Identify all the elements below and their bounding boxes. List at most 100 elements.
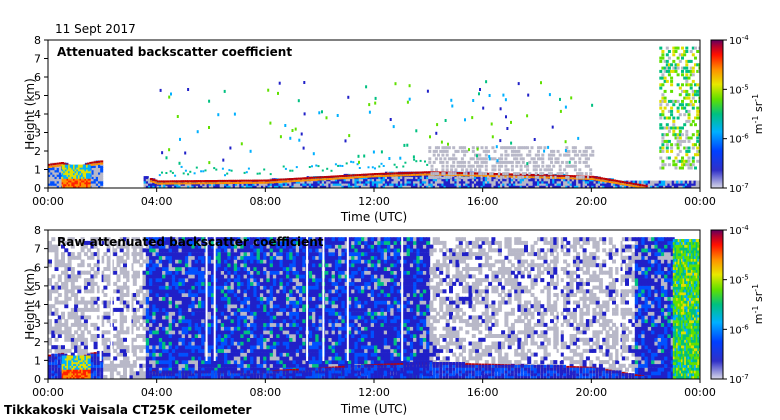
heatmap-cell [217,348,222,353]
heatmap-cell [152,274,157,279]
heatmap-cell [119,289,124,294]
heatmap-cell [230,169,233,172]
heatmap-cell [543,146,547,150]
heatmap-cell [685,119,689,123]
heatmap-cell [54,165,58,168]
heatmap-cell [178,270,183,275]
heatmap-cell [48,178,51,182]
heatmap-cell [582,185,586,188]
heatmap-cell [404,182,408,186]
heatmap-cell [152,319,157,324]
heatmap-cell [517,149,521,153]
heatmap-cell [51,330,56,335]
heatmap-cell [584,146,588,150]
heatmap-cell [687,182,690,186]
heatmap-cell [74,337,79,342]
heatmap-cell [98,185,101,188]
heatmap-cell [506,178,510,182]
heatmap-cell [103,304,108,309]
heatmap-cell [424,182,427,186]
heatmap-cell [198,293,202,297]
heatmap-cell [207,289,212,294]
heatmap-cell [132,255,137,260]
heatmap-cell [681,66,684,70]
heatmap-cell [491,180,495,184]
heatmap-cell [458,172,462,174]
heatmap-cell [187,182,191,185]
heatmap-cell [580,172,584,176]
heatmap-cell [217,315,222,320]
heatmap-cell [67,240,72,245]
heatmap-cell [500,178,504,182]
heatmap-cell [387,178,390,182]
heatmap-cell [430,168,434,172]
heatmap-cell [689,180,693,184]
heatmap-cell [161,182,164,185]
heatmap-cell [83,252,88,257]
heatmap-cell [168,367,173,372]
heatmap-cell [395,185,399,188]
heatmap-cell [674,136,678,140]
heatmap-cell [194,289,199,294]
heatmap-cell [519,175,523,179]
heatmap-cell [165,182,169,185]
heatmap-cell [149,300,154,305]
heatmap-cell [619,180,623,183]
heatmap-cell [434,175,438,179]
heatmap-cell [90,296,95,301]
heatmap-cell [517,175,521,179]
heatmap-cell [415,171,419,174]
heatmap-cell [371,182,375,186]
heatmap-cell [98,178,101,182]
heatmap-cell [480,175,484,179]
heatmap-cell [224,259,228,264]
heatmap-cell [504,164,508,168]
heatmap-cell [182,180,186,183]
heatmap-cell [645,185,649,188]
heatmap-cell [421,178,425,182]
heatmap-cell [214,376,218,379]
heatmap-cell [57,326,62,331]
heatmap-cell [116,371,121,376]
heatmap-cell [184,182,188,185]
heatmap-cell [171,345,176,350]
heatmap-cell [445,185,449,188]
heatmap-cell [447,146,451,150]
heatmap-cell [637,183,640,186]
heatmap-cell [587,180,590,184]
heatmap-cell [356,163,359,166]
heatmap-cell [171,373,175,377]
heatmap-cell [52,163,56,166]
heatmap-cell [168,356,173,361]
heatmap-cell [74,170,78,174]
heatmap-cell [168,285,173,290]
heatmap-cell [204,169,207,172]
heatmap-cell [155,240,160,245]
heatmap-cell [95,185,99,188]
heatmap-cell [145,348,150,353]
heatmap-cell [82,175,86,179]
heatmap-cell [162,244,167,249]
heatmap-cell [175,274,180,279]
heatmap-cell [339,178,343,182]
heatmap-cell [274,179,277,181]
heatmap-cell [149,278,154,283]
heatmap-cell [73,168,76,172]
heatmap-cell [158,244,163,249]
heatmap-cell [211,334,215,338]
heatmap-cell [670,126,674,130]
heatmap-cell [569,175,573,178]
heatmap-cell [665,146,669,150]
heatmap-cell [165,252,170,257]
heatmap-cell [576,178,580,182]
heatmap-cell [155,307,160,312]
heatmap-cell [220,341,225,346]
heatmap-cell [400,182,404,186]
heatmap-cell [460,178,464,182]
heatmap-cell [87,185,91,188]
heatmap-cell [158,278,163,283]
heatmap-cell [267,181,271,184]
heatmap-cell [643,186,647,188]
heatmap-cell [193,185,197,188]
heatmap-cell [220,240,225,245]
